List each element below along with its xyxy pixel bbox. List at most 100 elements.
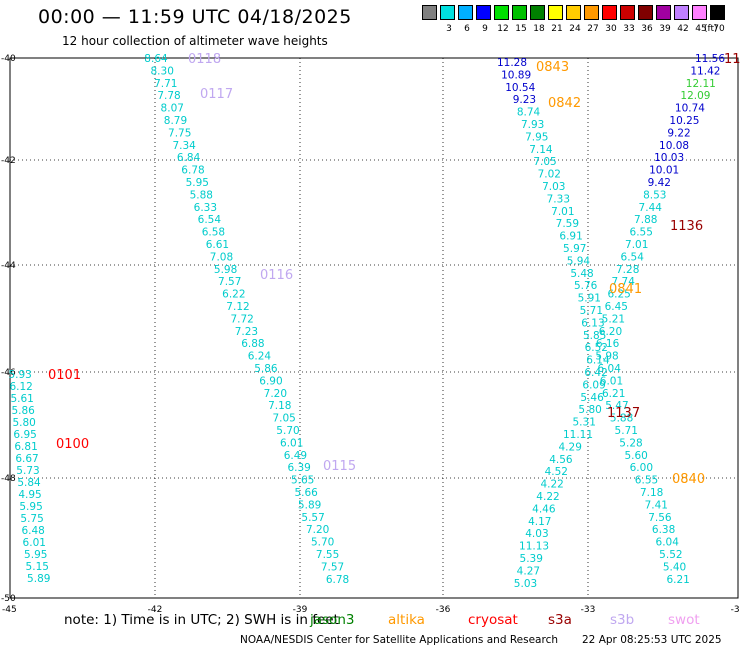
wave-height-label: 8.79 xyxy=(164,115,187,127)
wave-height-label: 6.33 xyxy=(194,202,217,214)
legend-level: 12 xyxy=(497,24,509,34)
mission-label: swot xyxy=(668,612,700,628)
wave-height-label: 5.86 xyxy=(11,405,35,417)
wave-height-label: 5.76 xyxy=(574,280,598,292)
legend-level: 21 xyxy=(551,24,563,34)
y-tick-label: -46 xyxy=(1,368,16,378)
legend-level: 3 xyxy=(446,24,452,34)
wave-height-label: 7.95 xyxy=(525,131,548,143)
wave-height-label: 5.03 xyxy=(514,578,537,590)
wave-height-label: 7.18 xyxy=(640,487,663,499)
wave-height-label: 5.95 xyxy=(186,177,209,189)
legend-swatch xyxy=(512,5,527,20)
wave-height-label: 10.08 xyxy=(659,140,689,152)
wave-height-label: 5.66 xyxy=(294,487,318,499)
pass-time-label: 0841 xyxy=(609,282,642,297)
legend-swatch xyxy=(710,5,725,20)
legend-level: 15 xyxy=(515,24,527,34)
pass-time-label: 0842 xyxy=(548,96,581,111)
map-subtitle: 12 hour collection of altimeter wave hei… xyxy=(62,34,328,48)
wave-height-label: 6.04 xyxy=(598,363,622,375)
wave-height-label: 6.39 xyxy=(287,462,310,474)
y-tick-label: -42 xyxy=(1,156,16,166)
wave-height-label: 9.22 xyxy=(667,127,690,139)
wave-height-label: 4.29 xyxy=(559,441,582,453)
legend-level: 70 xyxy=(713,24,725,34)
wave-height-label: 7.34 xyxy=(172,140,196,152)
pass-time-label: 0118 xyxy=(188,52,221,67)
wave-height-label: 6.14 xyxy=(586,355,610,367)
wave-height-label: 6.49 xyxy=(284,450,307,462)
x-tick-label: -39 xyxy=(293,605,308,615)
wave-height-label: 8.30 xyxy=(151,65,174,77)
wave-height-label: 6.58 xyxy=(202,227,225,239)
wave-height-label: 5.89 xyxy=(27,573,50,585)
wave-height-label: 7.20 xyxy=(264,388,287,400)
wave-height-label: 6.61 xyxy=(206,239,229,251)
mission-label: cryosat xyxy=(468,612,518,628)
wave-height-label: 5.93 xyxy=(8,369,31,381)
footnote: note: 1) Time is in UTC; 2) SWH is in fe… xyxy=(64,612,339,628)
wave-height-label: 7.44 xyxy=(639,202,663,214)
pass-time-label: 1137 xyxy=(607,406,640,421)
pass-time-label: 11 xyxy=(724,52,740,67)
wave-height-label: 9.42 xyxy=(648,177,671,189)
wave-height-label: 6.01 xyxy=(600,375,623,387)
wave-height-label: 10.74 xyxy=(675,103,705,115)
wave-height-label: 5.71 xyxy=(615,425,638,437)
legend-level: 42 xyxy=(677,24,689,34)
wave-height-label: 5.91 xyxy=(578,293,601,305)
wave-height-label: 6.52 xyxy=(585,342,608,354)
x-tick-label: -36 xyxy=(436,605,451,615)
wave-height-label: 4.22 xyxy=(540,479,563,491)
wave-height-label: 5.73 xyxy=(16,465,39,477)
pass-time-label: 0840 xyxy=(672,472,705,487)
wave-height-label: 7.01 xyxy=(551,206,574,218)
wave-height-label: 4.17 xyxy=(528,516,551,528)
wave-height-label: 6.84 xyxy=(177,152,201,164)
wave-height-label: 6.78 xyxy=(326,574,349,586)
wave-height-label: 10.89 xyxy=(501,69,531,81)
wave-height-label: 9.23 xyxy=(513,94,536,106)
wave-height-label: 7.75 xyxy=(168,127,191,139)
wave-height-label: 7.71 xyxy=(154,78,177,90)
wave-height-label: 5.52 xyxy=(659,549,682,561)
wave-height-label: 8.74 xyxy=(517,107,541,119)
wave-height-label: 5.88 xyxy=(190,189,213,201)
legend-level: 6 xyxy=(464,24,470,34)
wave-height-label: 4.95 xyxy=(18,489,41,501)
map-frame xyxy=(9,57,739,599)
wave-height-label: 5.80 xyxy=(12,417,35,429)
wave-height-label: 5.70 xyxy=(276,425,299,437)
wave-height-label: 6.42 xyxy=(584,367,607,379)
wave-height-label: 7.57 xyxy=(218,276,241,288)
wave-height-label: 5.94 xyxy=(567,255,591,267)
wave-height-label: 7.55 xyxy=(316,549,339,561)
legend-level: 45 xyxy=(695,24,707,34)
wave-height-label: 12.11 xyxy=(686,78,716,90)
legend-level: 33 xyxy=(623,24,635,34)
wave-height-label: 7.02 xyxy=(538,169,561,181)
wave-height-label: 6.67 xyxy=(15,453,38,465)
wave-height-label: 5.98 xyxy=(214,264,237,276)
wave-height-label: 5.60 xyxy=(624,450,647,462)
wave-height-label: 6.13 xyxy=(581,317,604,329)
legend-level: 24 xyxy=(569,24,581,34)
wave-height-label: 11.42 xyxy=(690,65,720,77)
wave-height-label: 7.05 xyxy=(272,413,295,425)
wave-height-label: 4.22 xyxy=(536,491,559,503)
wave-height-label: 7.12 xyxy=(226,301,249,313)
wave-height-label: 5.46 xyxy=(580,392,604,404)
wave-height-label: 5.84 xyxy=(17,477,41,489)
wave-height-label: 5.65 xyxy=(291,475,314,487)
legend-level: 9 xyxy=(482,24,488,34)
wave-height-label: 5.95 xyxy=(24,549,47,561)
legend-swatch xyxy=(584,5,599,20)
wave-height-label: 5.39 xyxy=(520,553,543,565)
wave-height-label: 11.56 xyxy=(695,53,725,65)
y-tick-label: -48 xyxy=(1,474,16,484)
legend-swatch xyxy=(422,5,437,20)
wave-height-label: 7.08 xyxy=(210,251,233,263)
wave-height-label: 12.09 xyxy=(680,90,710,102)
